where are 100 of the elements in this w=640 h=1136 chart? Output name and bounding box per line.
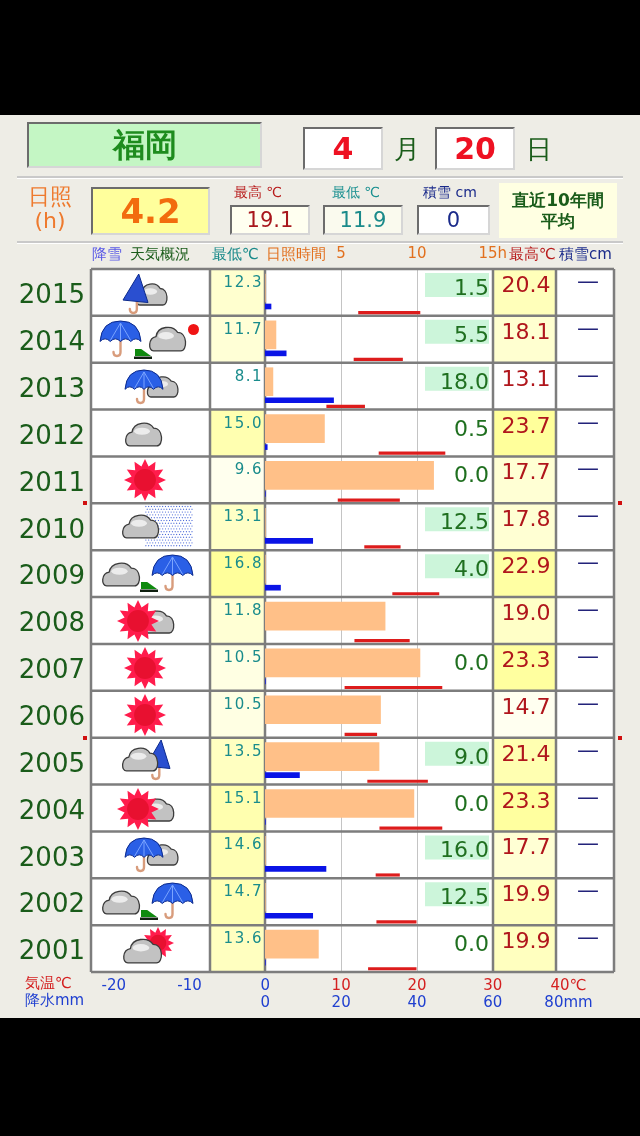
data-label: 0.5: [454, 415, 489, 441]
data-label: 18.0: [440, 368, 489, 394]
x-tick-label: -10: [177, 975, 202, 994]
high-field: 19.1: [230, 205, 310, 235]
text: —: [577, 596, 599, 622]
y-tick-label: 2004: [18, 794, 85, 825]
low-field: 11.9: [323, 205, 403, 235]
text: 最低 ℃: [331, 184, 381, 200]
y-tick-label: 2015: [18, 279, 85, 310]
data-label: 0.0: [454, 790, 489, 816]
text: —: [577, 549, 599, 575]
text: —: [577, 314, 599, 340]
bar: [265, 912, 314, 919]
text: 最低℃: [212, 245, 259, 264]
y-tick-label: 2006: [18, 700, 85, 731]
y-tick-label: 2002: [18, 888, 85, 919]
text: —: [577, 783, 599, 809]
text: —: [577, 408, 599, 434]
data-label: 0.0: [454, 931, 489, 957]
text: 17.7: [501, 834, 551, 860]
text: 月: [394, 134, 420, 164]
data-label: 0.0: [454, 462, 489, 488]
text: 積雪cm: [559, 245, 612, 264]
text: —: [577, 736, 599, 762]
x2-axis-title: 日照時間: [266, 245, 326, 264]
text: 最高 ℃: [233, 184, 283, 200]
x-tick-label: 30: [483, 975, 503, 994]
x-tick-label: 0: [260, 992, 271, 1011]
y-tick-label: 2011: [18, 466, 85, 497]
bar: [378, 451, 446, 455]
day-field: 20: [435, 127, 515, 170]
data-label: 9.0: [454, 743, 489, 769]
label-box: 直近10年間平均: [499, 183, 617, 238]
text: 10.5: [223, 694, 263, 713]
y-tick-label: 2014: [18, 326, 85, 357]
text: 14.7: [501, 693, 551, 719]
bar: [392, 592, 440, 596]
x-tick-label: 10: [331, 975, 351, 994]
text: 12.3: [223, 273, 263, 291]
text: 8.1: [234, 366, 263, 385]
text: 日: [526, 134, 552, 164]
text: 18.1: [501, 318, 551, 344]
bar: [265, 772, 300, 778]
text: 9.6: [234, 460, 263, 479]
y-tick-label: 2010: [18, 513, 85, 544]
text: 積雪 cm: [423, 184, 477, 200]
text: 降雪: [92, 245, 122, 264]
bar: [376, 920, 417, 924]
text: 17.8: [501, 506, 551, 532]
x-tick-label: 60: [483, 992, 503, 1011]
text: —: [577, 642, 599, 668]
text: 14.6: [223, 835, 263, 854]
bar: [379, 826, 443, 830]
y-tick-label: 2008: [18, 607, 85, 638]
text: 14.7: [223, 882, 263, 901]
data-label: 12.5: [440, 884, 489, 910]
text: 13.6: [223, 929, 263, 948]
text: 日照(h): [27, 184, 73, 233]
bar: [354, 639, 410, 643]
bar: [353, 357, 403, 362]
y-tick-label: 2012: [18, 419, 85, 450]
bar: [344, 685, 443, 690]
bar: [358, 311, 421, 315]
data-label: 5.5: [454, 321, 489, 347]
x2-tick-label: 15h: [478, 243, 508, 262]
text: 10.5: [223, 647, 263, 666]
x2-tick-label: 10: [407, 243, 427, 262]
text: 17.7: [501, 459, 551, 485]
text: —: [577, 361, 599, 387]
text: —: [577, 689, 599, 715]
y-tick-label: 2007: [18, 654, 85, 685]
x-tick-label: 80mm: [544, 992, 593, 1011]
data-label: 0.0: [454, 649, 489, 675]
text: —: [577, 502, 599, 528]
bar: [368, 967, 417, 971]
text: 11.8: [223, 601, 263, 620]
bar: [344, 732, 378, 736]
x-tick-label: 20: [331, 992, 351, 1011]
text: 15.1: [223, 788, 263, 807]
text: 13.1: [223, 507, 263, 526]
bar: [265, 444, 268, 450]
location-field: 福岡: [27, 122, 262, 168]
bar: [265, 584, 281, 591]
y-tick-label: 2005: [18, 747, 85, 778]
data-label: 1.5: [454, 275, 489, 300]
x-axis-title: 降水mm: [25, 991, 85, 1010]
bar: [265, 350, 287, 357]
snow-field: 0: [417, 205, 490, 235]
sunshine-field: 4.2: [91, 187, 210, 235]
bar: [265, 866, 327, 872]
bar: [337, 498, 400, 502]
bar: [265, 397, 334, 404]
data-label: 12.5: [440, 509, 489, 535]
text: —: [577, 877, 599, 903]
text: 22.9: [501, 553, 551, 579]
data-label: 4.0: [454, 556, 489, 582]
y-tick-label: 2003: [18, 841, 85, 872]
text: 20.4: [501, 272, 551, 297]
text: 天気概況: [130, 245, 190, 264]
text: 13.1: [501, 365, 551, 391]
